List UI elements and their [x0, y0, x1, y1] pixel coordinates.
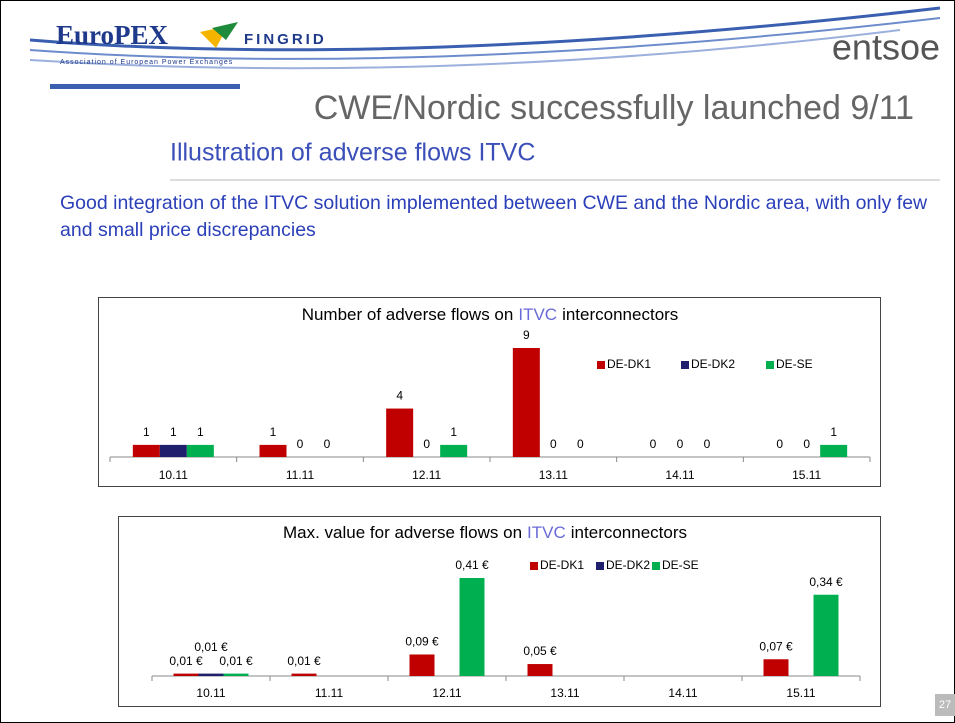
data-label: 0	[423, 437, 430, 451]
bar	[527, 664, 553, 676]
bar	[186, 444, 214, 457]
bar	[159, 444, 187, 457]
data-label: 1	[450, 425, 457, 439]
bar	[459, 578, 485, 676]
bar	[386, 408, 414, 457]
bar	[198, 673, 224, 676]
data-label: 0	[577, 437, 584, 451]
header-swoosh	[29, 6, 941, 89]
bar	[512, 348, 540, 457]
slide-subtitle: Illustration of adverse flows ITVC	[170, 139, 535, 167]
legend-label: DE-DK2	[691, 357, 735, 371]
legend-label: DE-DK1	[607, 357, 651, 371]
x-tick-label: 15.11	[786, 686, 815, 700]
body-text: Good integration of the ITVC solution im…	[60, 192, 928, 241]
bar	[813, 594, 839, 676]
data-label: 0	[677, 437, 684, 451]
bar	[132, 444, 160, 457]
data-label: 0	[704, 437, 711, 451]
chart-title: Number of adverse flows on ITVC interconne…	[302, 305, 679, 324]
legend-label: DE-DK1	[540, 558, 584, 572]
fingrid-icon	[212, 22, 238, 40]
x-tick-label: 12.11	[432, 686, 461, 700]
data-label: 0	[776, 437, 783, 451]
data-label: 0	[650, 437, 657, 451]
legend-swatch	[652, 562, 660, 570]
logo-fingrid: FINGRID	[244, 31, 327, 48]
legend-swatch	[766, 361, 774, 369]
data-label: 1	[170, 425, 177, 439]
chart-frame	[98, 297, 881, 487]
chart-title-part: interconnectors	[571, 523, 687, 542]
data-label: 1	[270, 425, 277, 439]
x-tick-label: 11.11	[315, 686, 344, 700]
bar	[409, 654, 435, 676]
chart-title: Max. value for adverse flows on ITVC inter…	[283, 523, 687, 542]
x-tick-label: 14.11	[668, 686, 697, 700]
data-label: 0,01 €	[194, 640, 228, 654]
data-label: 0,01 €	[219, 654, 253, 668]
data-label: 0,01 €	[169, 654, 203, 668]
data-label: 0	[297, 437, 304, 451]
legend-swatch	[596, 562, 604, 570]
data-label: 9	[523, 328, 530, 342]
page-box	[935, 694, 955, 716]
chart-title-part: ITVC	[518, 305, 557, 324]
bar	[223, 673, 249, 676]
data-label: 0,34 €	[809, 575, 843, 589]
x-tick-label: 13.11	[550, 686, 579, 700]
chart-title-part: interconnectors	[562, 305, 678, 324]
data-label: 0	[803, 437, 810, 451]
x-tick-label: 13.11	[539, 468, 568, 482]
bar	[440, 444, 468, 457]
data-label: 0,09 €	[405, 635, 439, 649]
x-tick-label: 15.11	[792, 468, 821, 482]
bar	[291, 673, 317, 676]
legend-label: DE-SE	[662, 558, 699, 572]
chart-frame	[118, 516, 881, 707]
data-label: 0,41 €	[455, 558, 489, 572]
logo-europex-sub: Association of European Power Exchanges	[60, 59, 233, 66]
x-tick-label: 14.11	[665, 468, 694, 482]
legend-label: DE-SE	[776, 357, 813, 371]
data-label: 4	[396, 389, 403, 403]
legend-swatch	[530, 562, 538, 570]
page-number: 27	[939, 699, 951, 711]
chart-title-part: Max. value for adverse flows on	[283, 523, 522, 542]
x-tick-label: 12.11	[412, 468, 441, 482]
data-label: 1	[197, 425, 204, 439]
data-label: 0	[550, 437, 557, 451]
data-label: 0,01 €	[287, 654, 321, 668]
data-label: 1	[143, 425, 150, 439]
legend-swatch	[597, 361, 605, 369]
bar	[763, 659, 789, 676]
legend-label: DE-DK2	[606, 558, 650, 572]
data-label: 1	[830, 425, 837, 439]
bar	[173, 673, 199, 676]
x-tick-label: 10.11	[196, 686, 225, 700]
data-label: 0,05 €	[523, 644, 557, 658]
body-box: Good integration of the ITVC solution im…	[60, 192, 928, 241]
chart-title-part: ITVC	[527, 523, 566, 542]
data-label: 0,07 €	[759, 639, 793, 653]
data-label: 0	[324, 437, 331, 451]
logo-europex: EuroPEX	[56, 20, 169, 50]
bar	[820, 444, 848, 457]
legend-swatch	[681, 361, 689, 369]
bar	[259, 444, 287, 457]
logo-entsoe: entsoe	[832, 27, 940, 68]
slide-title: CWE/Nordic successfully launched 9/11	[314, 89, 914, 127]
x-tick-label: 10.11	[159, 468, 188, 482]
chart-title-part: Number of adverse flows on	[302, 305, 514, 324]
x-tick-label: 11.11	[286, 468, 315, 482]
